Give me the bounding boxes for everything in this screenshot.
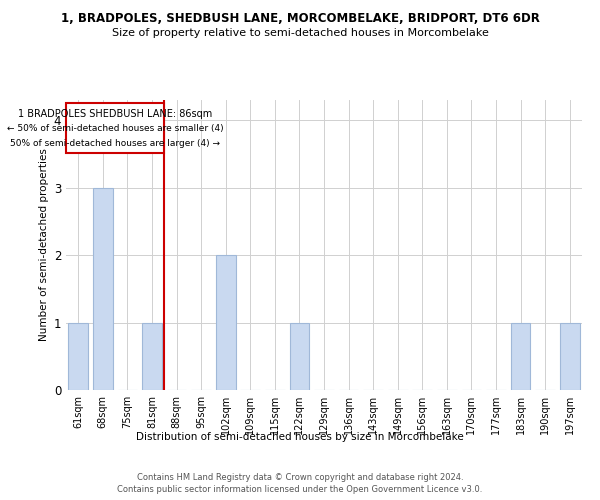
Bar (216, 255, 236, 390)
Text: ← 50% of semi-detached houses are smaller (4): ← 50% of semi-detached houses are smalle… (7, 124, 223, 134)
Bar (142, 322, 162, 390)
FancyBboxPatch shape (66, 104, 164, 152)
Text: Distribution of semi-detached houses by size in Morcombelake: Distribution of semi-detached houses by … (136, 432, 464, 442)
Bar (68, 322, 88, 390)
Y-axis label: Number of semi-detached properties: Number of semi-detached properties (40, 148, 49, 342)
Bar (290, 322, 309, 390)
Text: Size of property relative to semi-detached houses in Morcombelake: Size of property relative to semi-detach… (112, 28, 488, 38)
Text: 1, BRADPOLES, SHEDBUSH LANE, MORCOMBELAKE, BRIDPORT, DT6 6DR: 1, BRADPOLES, SHEDBUSH LANE, MORCOMBELAK… (61, 12, 539, 26)
Text: Contains HM Land Registry data © Crown copyright and database right 2024.: Contains HM Land Registry data © Crown c… (137, 472, 463, 482)
Text: Contains public sector information licensed under the Open Government Licence v3: Contains public sector information licen… (118, 485, 482, 494)
Bar (560, 322, 580, 390)
Bar (93, 188, 113, 390)
Bar (511, 322, 530, 390)
Text: 50% of semi-detached houses are larger (4) →: 50% of semi-detached houses are larger (… (10, 139, 220, 148)
Text: 1 BRADPOLES SHEDBUSH LANE: 86sqm: 1 BRADPOLES SHEDBUSH LANE: 86sqm (18, 109, 212, 119)
